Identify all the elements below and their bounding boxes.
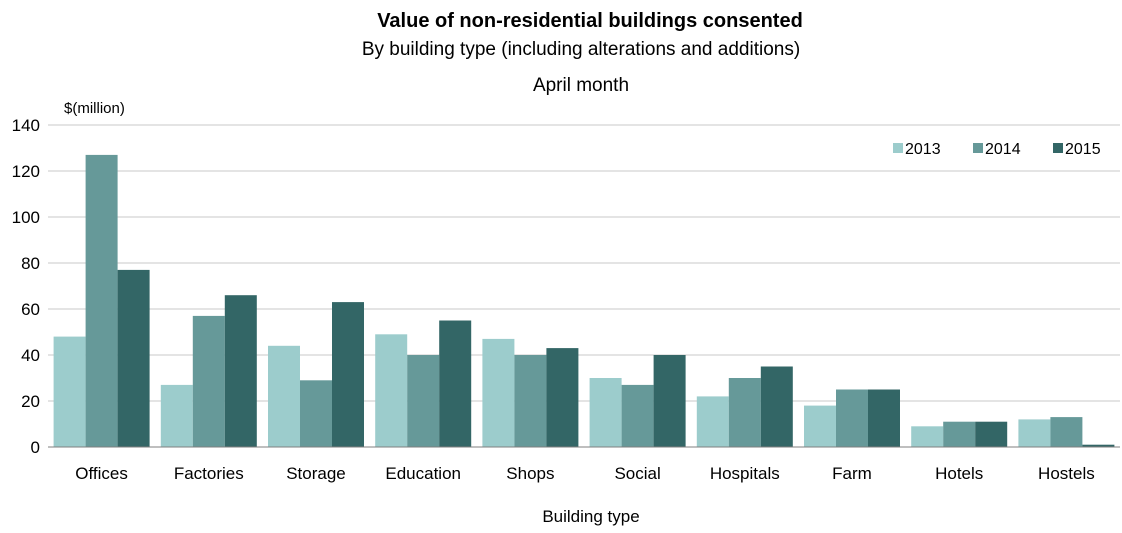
bar-education-2014 [407, 355, 440, 447]
y-tick-label: 80 [21, 254, 40, 273]
bar-factories-2015 [224, 295, 257, 447]
bar-factories-2013 [160, 384, 193, 447]
x-axis-label: Building type [542, 507, 639, 526]
legend-swatch-2014 [973, 143, 983, 153]
chart-title: Value of non-residential buildings conse… [377, 10, 803, 32]
bar-storage-2013 [268, 345, 300, 447]
bar-shops-2014 [514, 355, 547, 447]
bar-offices-2014 [85, 154, 118, 447]
bar-hostels-2013 [1018, 419, 1051, 447]
y-tick-label: 60 [21, 300, 40, 319]
x-tick-label: Farm [832, 464, 872, 483]
y-tick-label: 120 [12, 162, 40, 181]
y-tick-label: 100 [12, 208, 40, 227]
legend-label: 2014 [985, 141, 1021, 158]
bar-hospitals-2015 [760, 366, 793, 447]
bar-hotels-2014 [943, 421, 976, 447]
legend-label: 2013 [905, 141, 941, 158]
bar-farm-2013 [804, 405, 836, 447]
bar-shops-2015 [546, 348, 579, 447]
bar-farm-2015 [868, 389, 900, 447]
bar-hotels-2013 [911, 426, 944, 447]
y-tick-label: 0 [31, 438, 40, 457]
bar-farm-2014 [836, 389, 868, 447]
bar-hostels-2015 [1082, 444, 1115, 447]
x-tick-label: Hotels [935, 464, 983, 483]
y-tick-label: 140 [12, 116, 40, 135]
bar-shops-2013 [482, 338, 515, 447]
bar-storage-2015 [332, 302, 364, 447]
bar-hospitals-2013 [696, 396, 729, 447]
x-tick-label: Social [614, 464, 660, 483]
x-tick-label: Shops [506, 464, 554, 483]
legend-swatch-2015 [1053, 143, 1063, 153]
y-axis-ticks: 0 20 40 60 80 100 120 140 [12, 116, 40, 457]
y-tick-label: 40 [21, 346, 40, 365]
y-axis-unit-label: $(million) [64, 100, 125, 117]
bar-education-2015 [439, 320, 472, 447]
bar-hotels-2015 [975, 421, 1008, 447]
x-tick-label: Hospitals [710, 464, 780, 483]
bar-social-2013 [589, 378, 622, 447]
bar-education-2013 [375, 334, 408, 447]
y-tick-label: 20 [21, 392, 40, 411]
bar-offices-2015 [117, 269, 150, 447]
bars [53, 154, 1115, 447]
x-tick-label: Offices [75, 464, 128, 483]
x-tick-label: Hostels [1038, 464, 1095, 483]
bar-storage-2014 [300, 380, 332, 447]
x-tick-label: Factories [174, 464, 244, 483]
legend: 2013 2014 2015 [893, 141, 1101, 158]
legend-label: 2015 [1065, 141, 1101, 158]
bar-factories-2014 [192, 315, 225, 447]
legend-swatch-2013 [893, 143, 903, 153]
x-tick-label: Education [385, 464, 461, 483]
chart-subtitle: By building type (including alterations … [362, 39, 800, 60]
x-tick-label: Storage [286, 464, 346, 483]
chart-subtitle-period: April month [533, 75, 629, 96]
bar-hostels-2014 [1050, 417, 1083, 447]
bar-social-2015 [653, 355, 686, 447]
x-axis-ticks: Offices Factories Storage Education Shops Soc… [75, 464, 1094, 483]
bar-social-2014 [621, 384, 654, 447]
bar-offices-2013 [53, 336, 86, 447]
bar-hospitals-2014 [728, 378, 761, 447]
